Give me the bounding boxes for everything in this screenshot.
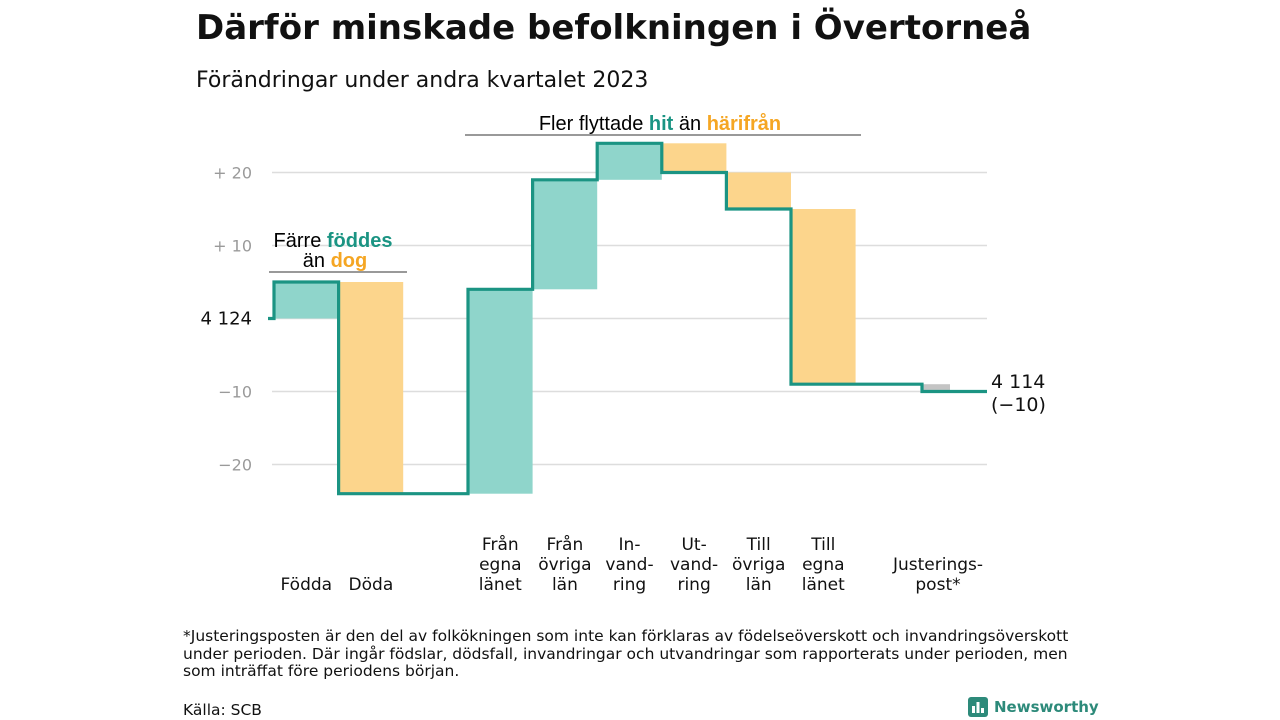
chart-title: Därför minskade befolkningen i Övertorne… <box>196 8 1032 48</box>
annotation-middle: än <box>673 113 706 135</box>
chart-subtitle: Förändringar under andra kvartalet 2023 <box>196 68 649 93</box>
y-tick-label: + 10 <box>213 237 252 256</box>
annotation-prefix: Fler flyttade <box>539 113 649 135</box>
end-change-label: (−10) <box>991 394 1046 416</box>
x-category-label: Födda <box>281 575 333 595</box>
logo-text: Newsworthy <box>994 698 1099 716</box>
annotation-births-line1: Färre föddes <box>274 230 393 252</box>
bar-län <box>532 179 598 290</box>
source-label: Källa: SCB <box>183 701 262 719</box>
bar-post* <box>922 384 950 392</box>
bar-ring <box>661 143 727 173</box>
x-category-label: övriga <box>732 555 785 575</box>
bar-ring <box>597 143 662 180</box>
annotation-key-births: föddes <box>327 230 393 252</box>
running-total-path <box>268 141 987 496</box>
annotation-prefix: än <box>303 250 331 272</box>
x-category-label: Justerings- <box>892 555 983 575</box>
annotation-prefix: Färre <box>274 230 327 252</box>
newsworthy-logo[interactable]: Newsworthy <box>968 697 1099 717</box>
running-total-line <box>268 141 987 496</box>
x-category-label: ring <box>677 575 710 595</box>
x-category-label: Till <box>746 535 771 555</box>
y-axis-ticks: + 20 + 10 4 124 −10 −20 <box>200 164 252 475</box>
bar-födda <box>274 282 339 319</box>
bar-länet <box>468 289 533 494</box>
bar-döda <box>338 282 404 494</box>
end-value-label: 4 114 <box>991 371 1045 393</box>
annotation-key-in: hit <box>649 113 674 135</box>
x-category-label: post* <box>915 575 960 595</box>
x-category-label: ring <box>613 575 646 595</box>
x-category-label: län <box>746 575 772 595</box>
x-category-label: övriga <box>538 555 591 575</box>
x-category-label: Från <box>482 534 519 555</box>
bar-län <box>726 172 791 209</box>
x-category-label: län <box>552 575 578 595</box>
bars <box>274 143 950 494</box>
x-category-label: Till <box>810 535 835 555</box>
x-category-label: egna <box>802 555 844 575</box>
x-category-label: Från <box>547 534 584 555</box>
y-tick-label: −10 <box>218 383 252 402</box>
annotation-key-out: härifrån <box>707 112 781 135</box>
x-category-label: egna <box>479 555 521 575</box>
footnote: *Justeringsposten är den del av folkökni… <box>183 627 1069 680</box>
x-category-label: Döda <box>349 575 394 595</box>
annotation-births-line2: än dog <box>303 250 367 272</box>
y-tick-label: −20 <box>218 456 252 475</box>
annotation-key-deaths: dog <box>331 250 368 272</box>
y-tick-label: 4 124 <box>200 309 252 330</box>
x-category-label: länet <box>802 575 845 595</box>
bar-chart-logo-icon <box>968 697 988 717</box>
x-category-label: vand- <box>605 555 653 575</box>
y-tick-label: + 20 <box>213 164 252 183</box>
annotation-migration: Fler flyttade hit än härifrån <box>539 112 781 135</box>
x-axis-categories: Födda DödaFrånegnalänetFrånövrigalänIn-va… <box>281 534 984 595</box>
x-category-label: In- <box>619 535 641 555</box>
bar-länet <box>791 209 856 385</box>
x-category-label: vand- <box>670 555 718 575</box>
x-category-label: länet <box>479 575 522 595</box>
x-category-label: Ut- <box>681 535 706 555</box>
end-value: 4 114(−10) <box>991 371 1046 416</box>
